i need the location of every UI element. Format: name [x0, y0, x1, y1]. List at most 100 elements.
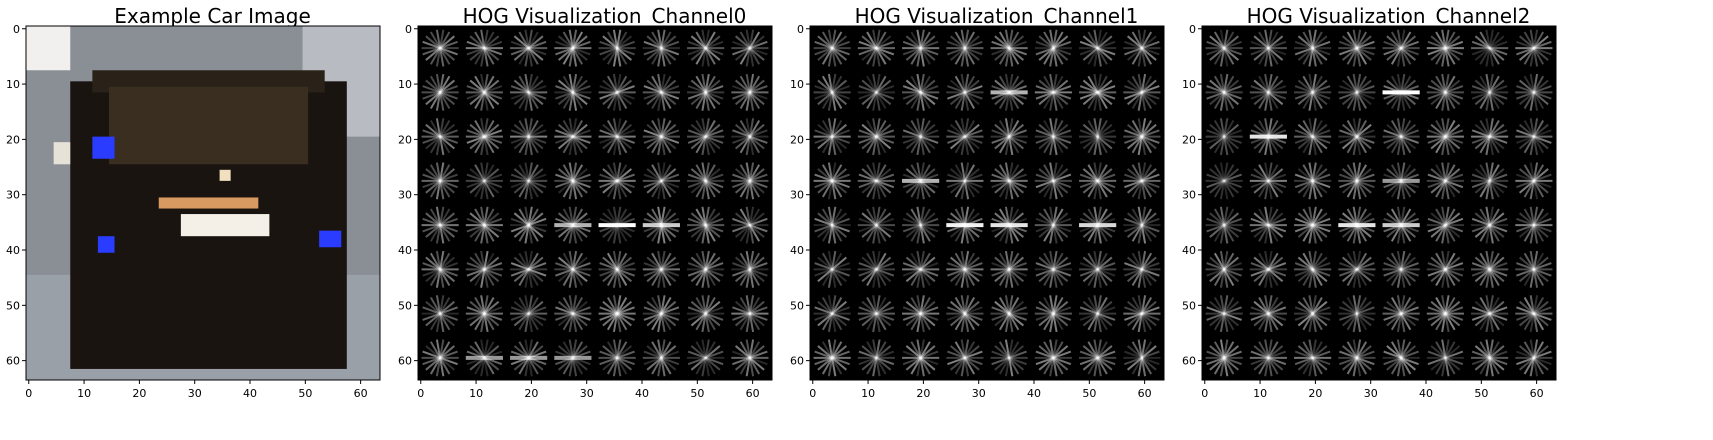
- hog-gradient-line: [518, 252, 539, 286]
- x-tick-label: 30: [972, 387, 986, 400]
- hog-gradient-line: [612, 73, 622, 111]
- hog-gradient-line: [998, 252, 1020, 286]
- hog-gradient-line: [1297, 345, 1328, 371]
- hog-gradient-line: [466, 306, 503, 321]
- hog-gradient-line: [1383, 40, 1419, 56]
- hog-gradient-line: [814, 217, 850, 233]
- hog-gradient-line: [960, 162, 970, 200]
- hog-gradient-line: [602, 345, 633, 371]
- hog-gradient-line: [657, 73, 666, 111]
- hog-gradient-line: [1264, 162, 1273, 200]
- hog-gradient-line: [905, 168, 936, 194]
- hog-gradient-line: [1213, 31, 1235, 65]
- hog-gradient-line: [998, 164, 1020, 198]
- hog-gradient-line: [510, 217, 547, 233]
- hog-gradient-line: [1341, 123, 1372, 150]
- hog-gradient-line: [991, 262, 1027, 277]
- hog-gradient-line: [1253, 300, 1284, 327]
- hog-gradient-line: [557, 300, 588, 327]
- hog-gradient-line: [1209, 345, 1240, 371]
- hog-gradient-line: [425, 212, 456, 238]
- x-tick-label: 50: [298, 387, 312, 400]
- hog-gradient-line: [954, 208, 976, 242]
- y-tick-label: 50: [1182, 299, 1196, 312]
- hog-gradient-line: [954, 341, 976, 375]
- hog-gradient-line: [651, 297, 672, 331]
- hog-gradient-line: [480, 162, 489, 200]
- hog-gradient-line: [1386, 300, 1417, 327]
- hog-gradient-line: [916, 295, 925, 333]
- hog-gradient-line: [513, 123, 544, 150]
- hog-gradient-line: [1131, 297, 1153, 331]
- hog-gradient-line: [902, 262, 939, 277]
- hog-gradient-line: [1341, 345, 1372, 371]
- hog-gradient-line: [994, 123, 1025, 150]
- hog-gradient-line: [1079, 262, 1116, 277]
- hog-gradient-line: [1206, 350, 1242, 366]
- hog-gradient-line: [1087, 341, 1108, 375]
- y-tick-label: 20: [398, 133, 412, 146]
- hog-gradient-line: [524, 295, 533, 333]
- hog-gradient-line: [651, 252, 672, 286]
- hog-gradient-line: [910, 120, 931, 154]
- y-tick-label: 0: [405, 23, 412, 36]
- hog-gradient-line: [568, 250, 578, 288]
- hog-gradient-line: [518, 164, 539, 198]
- hog-gradient-line: [1523, 120, 1545, 154]
- hog-gradient-line: [872, 73, 881, 111]
- hog-gradient-line: [910, 208, 931, 242]
- hog-gradient-line: [1035, 85, 1072, 100]
- hog-gradient-line: [474, 31, 495, 65]
- hog-gradient-line: [646, 35, 677, 61]
- hog-gradient-line: [651, 31, 672, 65]
- hog-gradient-line: [1386, 212, 1417, 238]
- hog-gradient-line: [568, 206, 578, 244]
- hog-gradient-line: [690, 123, 721, 150]
- hog-gradient-line: [1093, 339, 1102, 377]
- hog-gradient-line: [745, 250, 755, 288]
- hog-gradient-line: [568, 162, 578, 200]
- hog-gradient-line: [1523, 75, 1545, 109]
- hog-gradient-line: [1206, 217, 1242, 233]
- hog-gradient-line: [422, 173, 458, 189]
- hog-gradient-line: [422, 306, 458, 321]
- hog-gradient-line: [1038, 123, 1069, 150]
- hog-gradient-line: [435, 339, 445, 377]
- hog-gradient-line: [646, 79, 677, 106]
- hog-gradient-line: [513, 168, 544, 194]
- hog-gradient-line: [422, 217, 458, 233]
- y-tick-label: 60: [790, 355, 804, 368]
- y-tick-label: 30: [790, 189, 804, 202]
- hog-gradient-line: [902, 129, 939, 144]
- hog-gradient-line: [866, 252, 887, 286]
- hog-gradient-line: [949, 168, 980, 194]
- hog-gradient-line: [606, 31, 628, 65]
- hog-gradient-line: [1441, 162, 1450, 200]
- hog-gradient-line: [1390, 31, 1412, 65]
- hog-gradient-line: [599, 350, 635, 366]
- hog-gradient-line: [1137, 206, 1147, 244]
- hog-gradient-line: [902, 173, 939, 189]
- hog-gradient-line: [599, 173, 635, 189]
- hog-gradient-line: [1390, 120, 1412, 154]
- hog-gradient-line: [1396, 29, 1406, 67]
- hog-gradient-line: [1297, 35, 1328, 61]
- hog-gradient-line: [510, 173, 547, 189]
- hog-gradient-line: [474, 164, 495, 198]
- hog-gradient-line: [821, 297, 843, 331]
- hog-gradient-line: [1471, 306, 1508, 321]
- hog-gradient-line: [1093, 29, 1102, 67]
- hog-gradient-line: [1383, 40, 1419, 56]
- hog-gradient-line: [1383, 350, 1419, 366]
- hog-gradient-line: [1529, 295, 1539, 333]
- hog-gradient-line: [866, 31, 887, 65]
- hog-gradient-line: [690, 256, 721, 283]
- hog-gradient-line: [1049, 73, 1058, 111]
- hog-gradient-line: [1213, 164, 1235, 198]
- hog-gradient-line: [739, 75, 761, 109]
- hog-gradient-line: [1341, 168, 1372, 194]
- hog-gradient-line: [1518, 35, 1549, 61]
- hog-gradient-line: [994, 168, 1025, 194]
- hog-gradient-line: [1082, 345, 1113, 371]
- hog-gradient-line: [821, 120, 843, 154]
